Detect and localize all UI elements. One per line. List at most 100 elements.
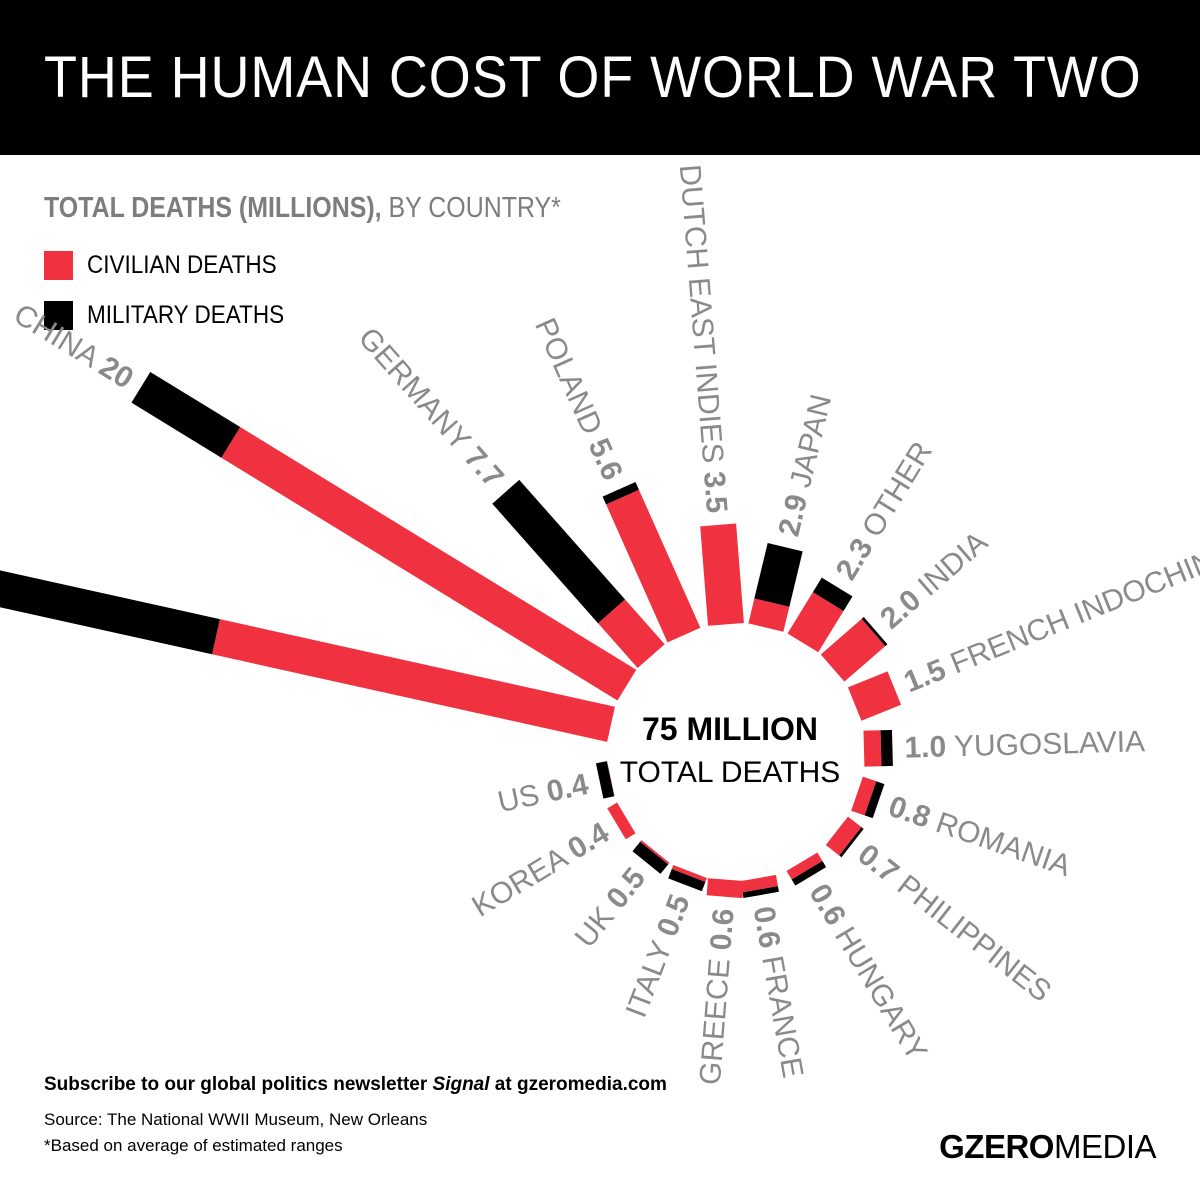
label-name-india: INDIA bbox=[912, 525, 994, 602]
label-japan: 2.9 JAPAN bbox=[772, 391, 838, 539]
label-name-other: OTHER bbox=[855, 436, 938, 543]
label-value-france: 0.6 bbox=[747, 904, 787, 951]
bar-soviet-union bbox=[0, 558, 615, 742]
subtitle-bold: TOTAL DEATHS (MILLIONS), bbox=[44, 192, 382, 224]
legend: CIVILIAN DEATHS MILITARY DEATHS bbox=[44, 248, 306, 348]
chart-bars bbox=[0, 371, 902, 899]
bar-segment-civilian-dutch-east-indies bbox=[700, 523, 744, 626]
label-name-greece: GREECE bbox=[693, 957, 736, 1086]
bar-india bbox=[820, 617, 888, 682]
bar-romania bbox=[851, 776, 885, 819]
bar-china bbox=[131, 371, 637, 701]
bar-segment-civilian-french-indochina bbox=[847, 671, 902, 721]
label-value-us: 0.4 bbox=[544, 767, 592, 808]
bar-hungary bbox=[786, 852, 827, 886]
subtitle-rest: BY COUNTRY* bbox=[381, 192, 561, 224]
bar-dutch-east-indies bbox=[700, 523, 744, 626]
bar-segment-military-poland bbox=[602, 481, 639, 505]
bar-poland bbox=[602, 481, 701, 643]
label-value-yugoslavia: 1.0 bbox=[904, 730, 947, 764]
bar-segment-civilian-germany bbox=[598, 599, 665, 669]
label-china: CHINA 20 bbox=[8, 297, 139, 395]
label-india: 2.0 INDIA bbox=[874, 525, 994, 635]
bar-segment-civilian-italy bbox=[671, 865, 707, 882]
label-name-dutch-east-indies: DUTCH EAST INDIES bbox=[673, 163, 729, 464]
bar-segment-civilian-romania bbox=[851, 776, 877, 816]
footnote: *Based on average of estimated ranges bbox=[44, 1136, 343, 1155]
bar-segment-civilian-us bbox=[606, 761, 615, 797]
bar-segment-civilian-uk bbox=[640, 840, 670, 865]
bar-segment-military-us bbox=[595, 761, 615, 799]
label-name-italy: ITALY bbox=[619, 936, 678, 1021]
label-name-poland: POLAND bbox=[529, 313, 609, 439]
bar-philippines bbox=[825, 816, 864, 858]
label-name-china: CHINA bbox=[8, 297, 105, 374]
bar-segment-civilian-india bbox=[820, 618, 886, 682]
label-name-yugoslavia: YUGOSLAVIA bbox=[954, 725, 1146, 763]
label-yugoslavia: 1.0 YUGOSLAVIA bbox=[904, 725, 1145, 764]
bar-segment-military-uk bbox=[632, 841, 669, 874]
bar-segment-civilian-greece bbox=[706, 878, 744, 899]
bar-segment-military-china bbox=[131, 371, 241, 458]
label-dutch-east-indies: DUTCH EAST INDIES 3.5 bbox=[673, 163, 733, 514]
label-other: 2.3 OTHER bbox=[829, 436, 938, 585]
legend-swatch-civilian bbox=[44, 250, 73, 280]
label-name-hungary: HUNGARY bbox=[829, 921, 934, 1066]
bar-segment-military-philippines bbox=[839, 827, 864, 858]
label-name-philippines: PHILIPPINES bbox=[891, 868, 1057, 1008]
label-poland: POLAND 5.6 bbox=[529, 313, 630, 485]
bar-segment-civilian-soviet-union bbox=[212, 619, 615, 742]
label-greece: GREECE 0.6 bbox=[693, 907, 740, 1086]
bar-segment-military-soviet-union bbox=[0, 558, 220, 655]
bar-korea bbox=[607, 802, 636, 840]
label-us: US 0.4 bbox=[495, 767, 592, 818]
legend-label-civilian: CIVILIAN DEATHS bbox=[87, 250, 277, 279]
brand-logo-part1: GZERO bbox=[939, 1128, 1054, 1165]
label-uk: UK 0.5 bbox=[568, 861, 651, 953]
label-france: 0.6 FRANCE bbox=[747, 904, 810, 1081]
bar-segment-military-japan bbox=[754, 542, 803, 607]
bar-segment-civilian-hungary bbox=[786, 852, 823, 880]
bar-segment-civilian-other bbox=[787, 592, 844, 653]
legend-item-civilian: CIVILIAN DEATHS bbox=[44, 248, 306, 282]
label-name-romania: ROMANIA bbox=[932, 806, 1075, 883]
page-title: THE HUMAN COST OF WORLD WAR TWO bbox=[44, 45, 1142, 110]
bar-segment-military-france bbox=[742, 886, 779, 899]
label-value-japan: 2.9 bbox=[772, 491, 814, 539]
bar-segment-military-other bbox=[812, 577, 853, 611]
subscribe-line: Subscribe to our global politics newslet… bbox=[44, 1074, 667, 1096]
bar-segment-civilian-japan bbox=[748, 598, 790, 632]
bar-segment-military-romania bbox=[864, 781, 885, 819]
label-name-germany: GERMANY bbox=[352, 321, 477, 456]
center-total-value: 75 MILLION bbox=[642, 711, 818, 747]
bar-segment-civilian-philippines bbox=[825, 816, 862, 856]
subscribe-url[interactable]: at gzeromedia.com bbox=[489, 1074, 667, 1095]
legend-item-military: MILITARY DEATHS bbox=[44, 298, 306, 332]
brand-logo: GZEROMEDIA bbox=[939, 1128, 1156, 1166]
bar-segment-military-germany bbox=[492, 479, 626, 624]
bar-italy bbox=[668, 865, 707, 892]
chart-subtitle: TOTAL DEATHS (MILLIONS), BY COUNTRY* bbox=[44, 192, 561, 225]
brand-logo-part2: MEDIA bbox=[1053, 1128, 1157, 1165]
bar-japan bbox=[748, 542, 803, 632]
label-name-korea: KOREA bbox=[466, 841, 573, 923]
center-total-label: TOTAL DEATHS bbox=[620, 756, 841, 789]
label-name-france: FRANCE bbox=[756, 953, 810, 1080]
bar-other bbox=[787, 577, 853, 653]
legend-swatch-military bbox=[44, 300, 73, 330]
label-value-dutch-east-indies: 3.5 bbox=[697, 470, 733, 514]
label-germany: GERMANY 7.7 bbox=[352, 321, 510, 494]
title-banner: THE HUMAN COST OF WORLD WAR TWO bbox=[0, 0, 1200, 155]
bar-greece bbox=[706, 878, 744, 899]
bar-french-indochina bbox=[847, 671, 902, 721]
label-italy: ITALY 0.5 bbox=[619, 890, 696, 1022]
label-name-us: US bbox=[495, 778, 543, 819]
newsletter-name: Signal bbox=[432, 1074, 490, 1095]
label-name-japan: JAPAN bbox=[784, 391, 838, 491]
bar-yugoslavia bbox=[863, 729, 893, 767]
bar-segment-military-hungary bbox=[791, 860, 827, 886]
bar-segment-military-yugoslavia bbox=[880, 729, 893, 767]
bar-segment-civilian-china bbox=[221, 427, 637, 701]
label-value-greece: 0.6 bbox=[704, 907, 740, 951]
subscribe-text: Subscribe to our global politics newslet… bbox=[44, 1074, 433, 1095]
